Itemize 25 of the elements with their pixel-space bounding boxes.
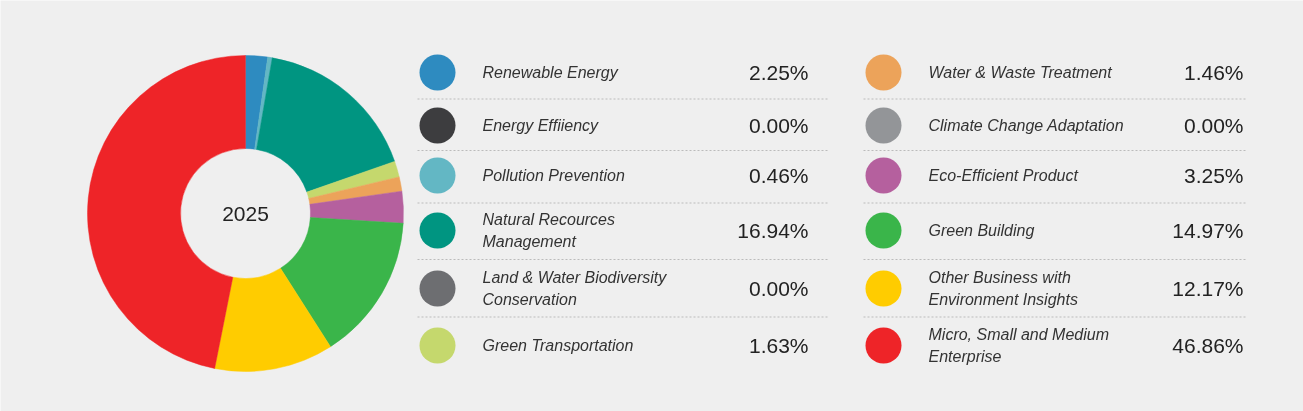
legend-label: Renewable Energy bbox=[482, 64, 619, 81]
data-label: 3.25% bbox=[1183, 164, 1244, 187]
data-label: 46.86% bbox=[1172, 334, 1244, 357]
data-label: 1.46% bbox=[1183, 61, 1244, 84]
data-label: 12.17% bbox=[1172, 277, 1244, 300]
text: 0.00% bbox=[748, 114, 809, 137]
data-label: 0.46% bbox=[748, 164, 809, 187]
legend-label: Land & Water Biodiversity Conservation bbox=[482, 268, 668, 309]
legend-label: Water & Waste Treatment bbox=[928, 64, 1113, 81]
legend-label: Other Business with Environment Insights bbox=[928, 268, 1078, 309]
legend-label: Climate Change Adaptation bbox=[928, 117, 1124, 134]
legend-label: Eco-Efficient Product bbox=[928, 167, 1079, 184]
legend-label: Natural Recources Management bbox=[482, 210, 615, 251]
data-label: 16.94% bbox=[737, 219, 809, 242]
text: 2025 bbox=[222, 201, 269, 225]
text: 0.00% bbox=[1183, 114, 1244, 137]
legend-label: Micro, Small and Medium Enterprise bbox=[928, 325, 1109, 366]
legend-label: Green Transportation bbox=[482, 337, 634, 354]
legend-label: Pollution Prevention bbox=[482, 167, 625, 184]
text: 0.00% bbox=[748, 277, 809, 300]
data-label: 14.97% bbox=[1172, 219, 1244, 242]
legend-label: Green Building bbox=[928, 222, 1035, 239]
data-label: 1.63% bbox=[748, 334, 809, 357]
data-label: 2.25% bbox=[748, 61, 809, 84]
legend-label: Energy Effiiency bbox=[482, 117, 600, 134]
